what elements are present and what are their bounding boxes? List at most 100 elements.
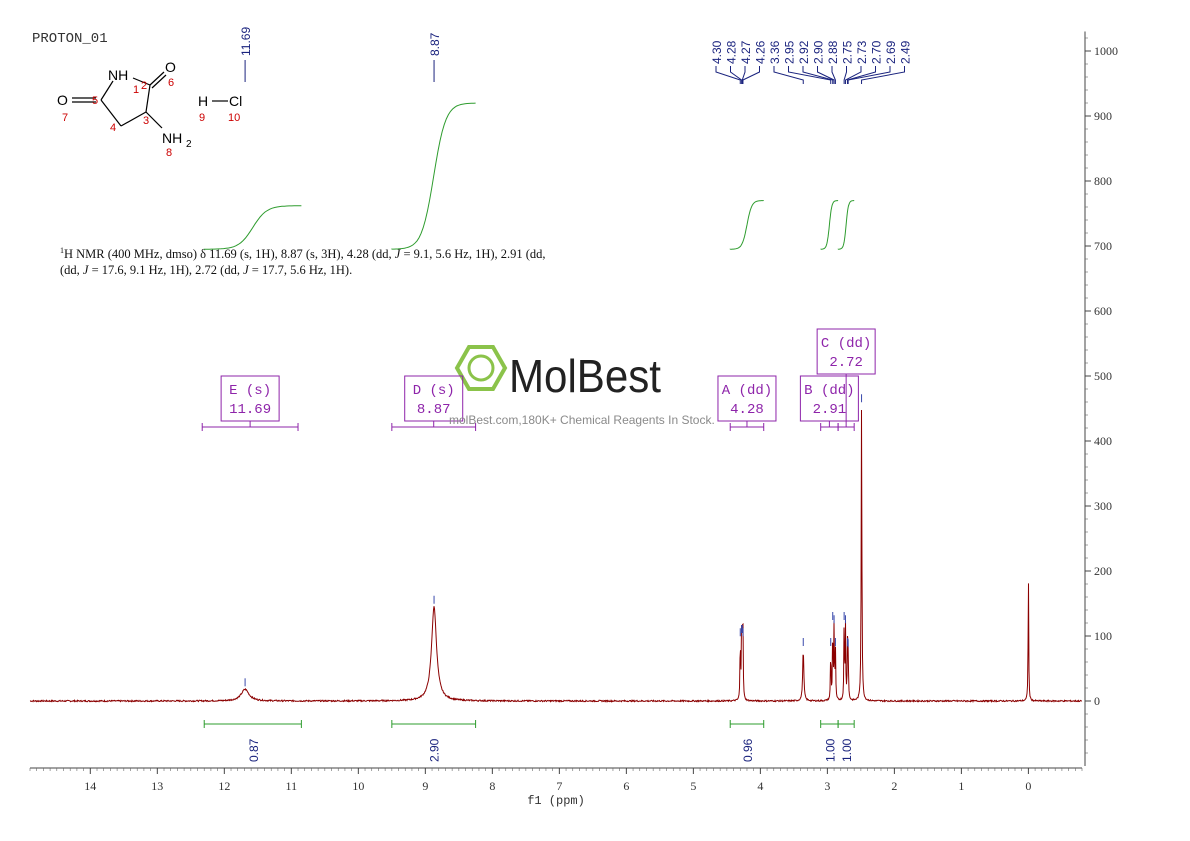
y-tick-label: 500 — [1094, 369, 1112, 383]
multiplet-value: 2.72 — [829, 355, 863, 371]
peak-label: 4.28 — [725, 40, 739, 64]
integral-value: 0.96 — [741, 738, 755, 762]
y-tick-label: 800 — [1094, 174, 1112, 188]
x-tick-label: 14 — [84, 779, 96, 793]
peak-label-connector — [843, 66, 847, 84]
spectrum-title: PROTON_01 — [32, 31, 108, 47]
peak-label-connector — [846, 66, 876, 84]
atom-cl: Cl — [229, 93, 242, 109]
integral-curve — [729, 200, 764, 250]
y-tick-label: 900 — [1094, 109, 1112, 123]
atom-number-6: 6 — [168, 77, 174, 89]
multiplet-label: A (dd) — [722, 383, 772, 399]
j-symbol-2: J — [82, 263, 89, 278]
peak-label: 2.88 — [826, 40, 840, 64]
nmr-description: 1H NMR (400 MHz, dmso) δ 11.69 (s, 1H), … — [60, 243, 620, 278]
x-tick-label: 10 — [352, 779, 364, 793]
multiplet-label: E (s) — [229, 383, 271, 399]
brand-name: MolBest — [509, 350, 661, 402]
y-tick-label: 1000 — [1094, 44, 1118, 58]
integral-value: 1.00 — [840, 738, 854, 762]
integral-curve — [820, 200, 839, 250]
spectrum-layer — [29, 394, 1083, 704]
molecule-structure: NH O O NH 2 H Cl 1 2 3 4 5 6 7 8 9 10 — [57, 59, 242, 159]
peak-label-layer: 11.69 8.87 4.30 4.28 4.27 4.26 3.36 2.95 2.92 2.9… — [239, 27, 913, 84]
x-tick-label: 4 — [757, 779, 763, 793]
x-tick-label: 6 — [623, 779, 629, 793]
peak-label: 2.69 — [884, 40, 898, 64]
multiplet-label: C (dd) — [821, 336, 871, 352]
peak-label-connector — [844, 66, 862, 84]
atom-number-3: 3 — [143, 115, 149, 127]
peak-label-connector — [861, 66, 905, 84]
desc-part-4: = 17.7, 5.6 Hz, 1H). — [248, 263, 353, 278]
multiplet-value: 8.87 — [417, 402, 451, 418]
multiplet-box — [717, 375, 777, 422]
x-tick-label: 8 — [489, 779, 495, 793]
y-tick-label: 100 — [1094, 629, 1112, 643]
peak-label-connector — [817, 66, 835, 84]
desc-part-1: H NMR (400 MHz, dmso) δ 11.69 (s, 1H), 8… — [64, 247, 395, 262]
molbest-logo: MolBest — [454, 345, 661, 402]
atom-number-7: 7 — [62, 112, 68, 124]
peak-label: 2.49 — [899, 40, 913, 64]
peak-label: 4.30 — [710, 40, 724, 64]
x-tick-label: 13 — [151, 779, 163, 793]
peak-label: 8.87 — [428, 32, 442, 56]
multiplet-label: D (s) — [413, 383, 455, 399]
peak-label-connector — [831, 66, 836, 84]
peak-label: 2.75 — [841, 40, 855, 64]
x-tick-label: 2 — [891, 779, 897, 793]
atom-h: H — [198, 93, 208, 109]
peak-label-connector — [788, 66, 832, 84]
x-axis-label: f1 (ppm) — [527, 794, 585, 808]
x-tick-label: 11 — [286, 779, 298, 793]
integral-curve — [837, 200, 855, 250]
atom-number-4: 4 — [110, 122, 116, 134]
atom-number-5: 5 — [92, 95, 98, 107]
multiplet-box — [220, 375, 280, 422]
atom-number-2: 2 — [141, 80, 147, 92]
peak-label-connector — [730, 66, 743, 84]
atom-o6: O — [165, 59, 176, 75]
peak-label: 2.73 — [855, 40, 869, 64]
peak-label: 2.90 — [812, 40, 826, 64]
peak-label: 2.95 — [783, 40, 797, 64]
peak-label-connector — [773, 66, 804, 84]
multiplet-value: 4.28 — [730, 402, 764, 418]
integral-value: 0.87 — [247, 738, 261, 762]
multiplet-box — [404, 375, 464, 422]
atom-nh: NH — [108, 67, 128, 83]
integral-value: 2.90 — [428, 738, 442, 762]
multiplet-box — [799, 375, 859, 422]
peak-label-connector — [742, 66, 760, 84]
y-tick-label: 600 — [1094, 304, 1112, 318]
y-tick-label: 0 — [1094, 694, 1100, 708]
x-tick-label: 9 — [422, 779, 428, 793]
peak-label: 3.36 — [768, 40, 782, 64]
multiplet-value: 2.91 — [813, 402, 847, 418]
multiplet-value: 11.69 — [229, 402, 271, 418]
multiplet-label: B (dd) — [804, 383, 854, 399]
peak-label: 4.26 — [754, 40, 768, 64]
atom-nh2-subscript: 2 — [186, 139, 192, 150]
atom-number-10: 10 — [228, 112, 240, 124]
peak-label-connector — [741, 66, 746, 84]
atom-o7: O — [57, 92, 68, 108]
desc-part-2: = 9.1, 5.6 Hz, 1H), 2.91 (dd, — [400, 247, 546, 262]
axis-layer: 14 13 12 11 10 9 8 7 6 5 4 3 2 1 0f1 (ppm)100090080070… — [29, 31, 1118, 808]
multiplet-layer: E (s) 11.69 D (s) 8.87 A (dd) 4.28 B (dd) 2.91 C… — [201, 328, 876, 431]
x-tick-label: 1 — [958, 779, 964, 793]
y-tick-label: 700 — [1094, 239, 1112, 253]
multiplet-box — [816, 328, 876, 375]
x-tick-label: 3 — [824, 779, 830, 793]
peak-label: 11.69 — [239, 27, 253, 56]
logo-ring-icon — [467, 354, 495, 382]
atom-number-1: 1 — [133, 84, 139, 96]
peak-label: 2.92 — [797, 40, 811, 64]
integral-layer: 0.87 2.90 0.96 1.00 1.00 — [203, 102, 855, 762]
atom-number-8: 8 — [166, 147, 172, 159]
x-tick-label: 12 — [218, 779, 230, 793]
